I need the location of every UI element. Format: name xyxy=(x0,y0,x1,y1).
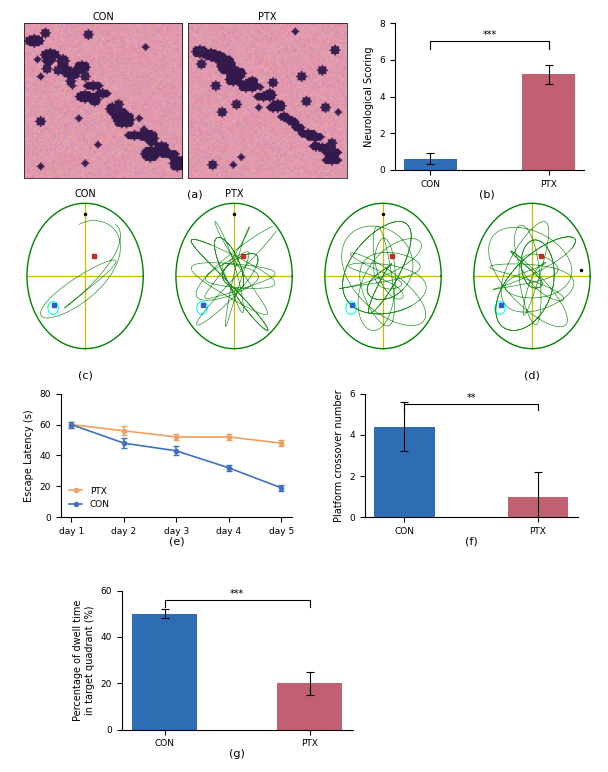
Bar xyxy=(375,427,435,517)
Text: (c): (c) xyxy=(78,371,92,381)
Bar xyxy=(508,496,568,517)
Text: (b): (b) xyxy=(478,189,494,199)
Text: (d): (d) xyxy=(524,371,540,381)
Bar xyxy=(522,75,575,170)
Title: PTX: PTX xyxy=(258,12,277,22)
Text: (g): (g) xyxy=(229,749,245,759)
Y-axis label: Escape Latency (s): Escape Latency (s) xyxy=(24,409,34,502)
Text: ***: *** xyxy=(230,589,244,599)
Bar xyxy=(277,683,342,730)
Y-axis label: Percentage of dwell time
in target quadrant (%): Percentage of dwell time in target quadr… xyxy=(73,599,95,721)
Text: PTX: PTX xyxy=(225,188,243,198)
Text: **: ** xyxy=(466,393,476,403)
Legend: PTX, CON: PTX, CON xyxy=(65,483,113,513)
Bar xyxy=(132,614,197,730)
Text: (a): (a) xyxy=(187,189,202,199)
Text: ***: *** xyxy=(482,29,497,39)
Y-axis label: Neurological Scoring: Neurological Scoring xyxy=(364,46,374,147)
Text: (f): (f) xyxy=(465,537,477,547)
Text: CON: CON xyxy=(74,188,96,198)
Text: (e): (e) xyxy=(168,537,184,547)
Y-axis label: Platform crossover number: Platform crossover number xyxy=(334,389,344,522)
Title: CON: CON xyxy=(92,12,114,22)
Bar xyxy=(404,159,457,170)
